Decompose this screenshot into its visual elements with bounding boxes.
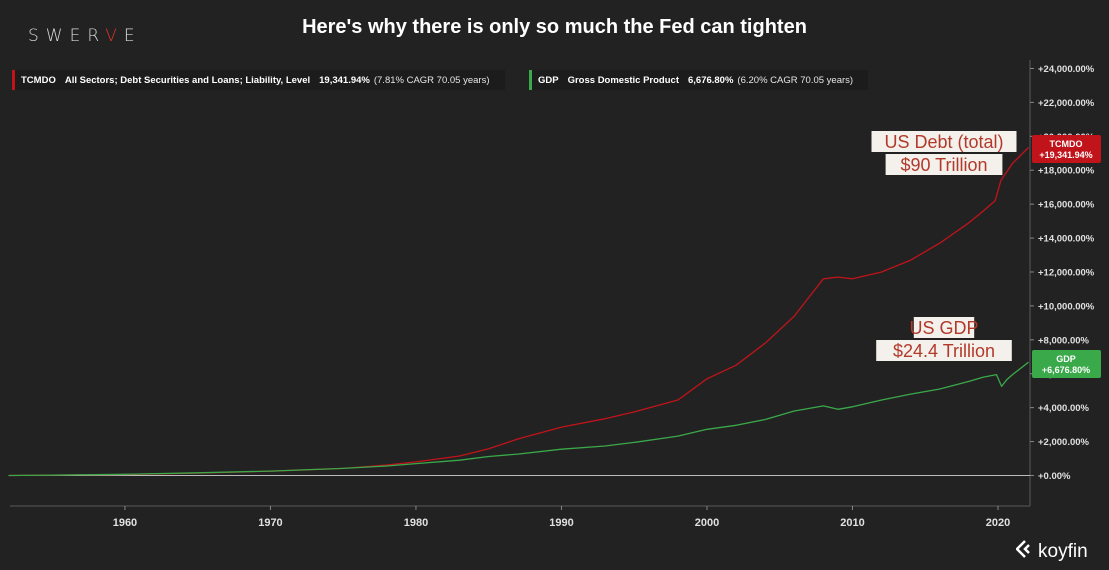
legend-series-name: All Sectors; Debt Securities and Loans; …: [64, 74, 311, 86]
x-tick-label: 2010: [840, 517, 864, 529]
legend-swatch-tcmdo: [12, 70, 15, 90]
swerve-logo: SWERVE: [28, 26, 142, 46]
annotation-debt-bg: [871, 131, 1017, 152]
y-tick-label: +4,000.00%: [1038, 403, 1090, 414]
annotation-debt-text: $90 Trillion: [900, 155, 987, 175]
x-tick-label: 1960: [113, 517, 137, 529]
legend-swatch-gdp: [529, 70, 532, 90]
y-tick-label: +22,000.00%: [1038, 98, 1095, 109]
x-tick-label: 2020: [986, 517, 1010, 529]
legend-ticker: GDP: [538, 74, 559, 86]
y-tick-label: +10,000.00%: [1038, 301, 1095, 312]
legend-value: 19,341.94%: [319, 74, 370, 86]
series-line-gdp: [8, 361, 1029, 477]
y-tick-label: +18,000.00%: [1038, 166, 1095, 177]
annotation-gdp-text: US GDP: [909, 318, 978, 338]
badge-tcmdo-value: +19,341.94%: [1039, 150, 1092, 160]
legend-item-gdp[interactable]: GDP Gross Domestic Product 6,676.80% (6.…: [529, 70, 869, 90]
annotation-gdp-bg: [913, 317, 975, 338]
y-tick-label: +0.00%: [1038, 471, 1071, 482]
y-tick-label: +12,000.00%: [1038, 267, 1095, 278]
y-tick-label: +24,000.00%: [1038, 64, 1095, 75]
legend-cagr: (6.20% CAGR 70.05 years): [737, 74, 854, 86]
x-tick-label: 1980: [404, 517, 428, 529]
x-tick-label: 1990: [549, 517, 573, 529]
y-tick-label: +8,000.00%: [1038, 335, 1090, 346]
badge-tcmdo-ticker: TCMDO: [1050, 139, 1083, 149]
legend-value: 6,676.80%: [687, 74, 734, 86]
koyfin-logo: koyfin: [1015, 540, 1088, 564]
annotation-debt-bg: [885, 154, 1003, 175]
badge-gdp-ticker: GDP: [1056, 354, 1076, 364]
x-tick-label: 1970: [258, 517, 282, 529]
legend-series-name: Gross Domestic Product: [567, 74, 679, 86]
legend-item-tcmdo[interactable]: TCMDO All Sectors; Debt Securities and L…: [12, 70, 505, 90]
badge-gdp: [1032, 350, 1101, 378]
x-tick-label: 2000: [695, 517, 719, 529]
annotation-gdp-bg: [876, 340, 1012, 361]
legend-cagr: (7.81% CAGR 70.05 years): [373, 74, 490, 86]
annotation-gdp-text: $24.4 Trillion: [893, 341, 995, 361]
y-tick-label: +14,000.00%: [1038, 234, 1095, 245]
koyfin-mark-icon: [1015, 540, 1034, 564]
chart-title: Here's why there is only so much the Fed…: [302, 16, 807, 38]
legend-ticker: TCMDO: [21, 74, 56, 86]
y-tick-label: +16,000.00%: [1038, 200, 1095, 211]
y-tick-label: +2,000.00%: [1038, 437, 1090, 448]
badge-tcmdo: [1032, 135, 1101, 163]
badge-gdp-value: +6,676.80%: [1042, 365, 1090, 375]
annotation-debt-text: US Debt (total): [884, 132, 1003, 152]
series-line-tcmdo: [8, 147, 1029, 477]
